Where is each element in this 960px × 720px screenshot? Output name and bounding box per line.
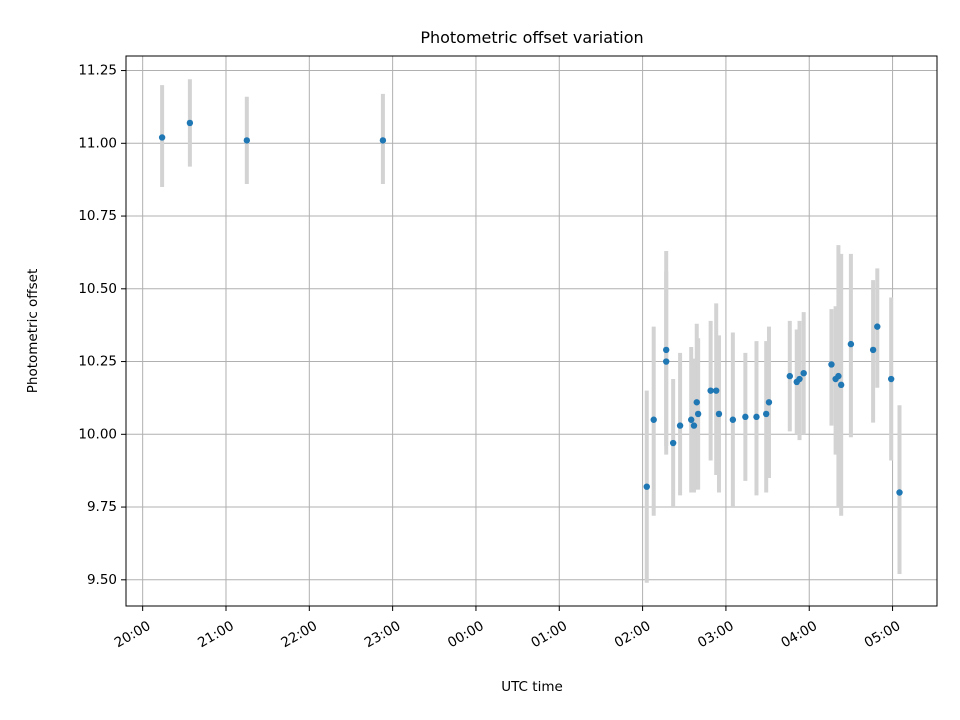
data-point [762, 410, 770, 418]
data-point [729, 416, 737, 423]
data-point [663, 346, 670, 354]
y-tick-label: 10.75 [78, 208, 117, 224]
data-point [693, 399, 700, 406]
data-point [874, 323, 881, 330]
y-tick-label: 10.00 [78, 426, 117, 442]
data-point [690, 422, 698, 429]
data-point [796, 375, 803, 383]
data-point [650, 416, 657, 423]
y-axis-label: Photometric offset [25, 269, 41, 393]
y-tick-label: 11.25 [78, 63, 117, 79]
point-layer [158, 119, 903, 496]
data-point [800, 369, 807, 377]
data-point [669, 439, 677, 447]
data-point [786, 372, 793, 380]
x-axis-label: UTC time [501, 679, 563, 695]
chart-title: Photometric offset variation [420, 28, 643, 47]
data-point [742, 413, 749, 421]
data-point [765, 399, 773, 406]
data-point [707, 387, 714, 394]
data-point [712, 387, 720, 394]
data-point [837, 381, 845, 389]
data-point [828, 361, 835, 368]
y-tick-label: 10.25 [78, 354, 117, 370]
y-tick-label: 11.00 [78, 135, 117, 151]
data-point [887, 375, 895, 383]
data-point [243, 137, 251, 144]
data-point [869, 346, 877, 354]
data-point [158, 134, 166, 141]
y-tick-label: 9.50 [87, 572, 117, 588]
data-point [663, 358, 670, 365]
y-tick-label: 10.50 [78, 281, 117, 297]
y-tick-label: 9.75 [87, 499, 117, 515]
data-point [896, 489, 903, 496]
data-point [643, 483, 650, 490]
data-point [676, 422, 684, 429]
data-point [379, 137, 387, 144]
data-point [715, 410, 723, 418]
data-point [186, 119, 194, 127]
data-point [753, 413, 760, 421]
data-point [835, 372, 842, 380]
plot-frame [125, 55, 938, 607]
data-point [688, 416, 695, 423]
data-point [694, 410, 702, 418]
data-point [847, 340, 855, 348]
